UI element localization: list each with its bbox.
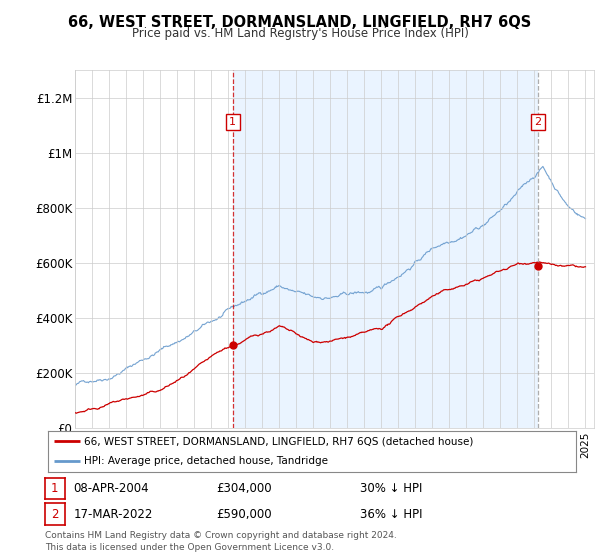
Text: 30% ↓ HPI: 30% ↓ HPI [360,482,422,495]
Bar [233,70,538,428]
Text: 66, WEST STREET, DORMANSLAND, LINGFIELD, RH7 6QS: 66, WEST STREET, DORMANSLAND, LINGFIELD,… [68,15,532,30]
Text: 08-APR-2004: 08-APR-2004 [73,482,149,495]
Text: Price paid vs. HM Land Registry's House Price Index (HPI): Price paid vs. HM Land Registry's House … [131,27,469,40]
Text: 1: 1 [229,117,236,127]
Text: 2: 2 [535,117,542,127]
Text: 36% ↓ HPI: 36% ↓ HPI [360,507,422,521]
Text: HPI: Average price, detached house, Tandridge: HPI: Average price, detached house, Tand… [84,456,328,466]
Text: £304,000: £304,000 [216,482,272,495]
Text: 2: 2 [51,507,59,521]
Text: 66, WEST STREET, DORMANSLAND, LINGFIELD, RH7 6QS (detached house): 66, WEST STREET, DORMANSLAND, LINGFIELD,… [84,436,473,446]
Text: £590,000: £590,000 [216,507,272,521]
Text: 1: 1 [51,482,59,495]
Text: 17-MAR-2022: 17-MAR-2022 [73,507,152,521]
Text: Contains HM Land Registry data © Crown copyright and database right 2024.
This d: Contains HM Land Registry data © Crown c… [45,531,397,552]
